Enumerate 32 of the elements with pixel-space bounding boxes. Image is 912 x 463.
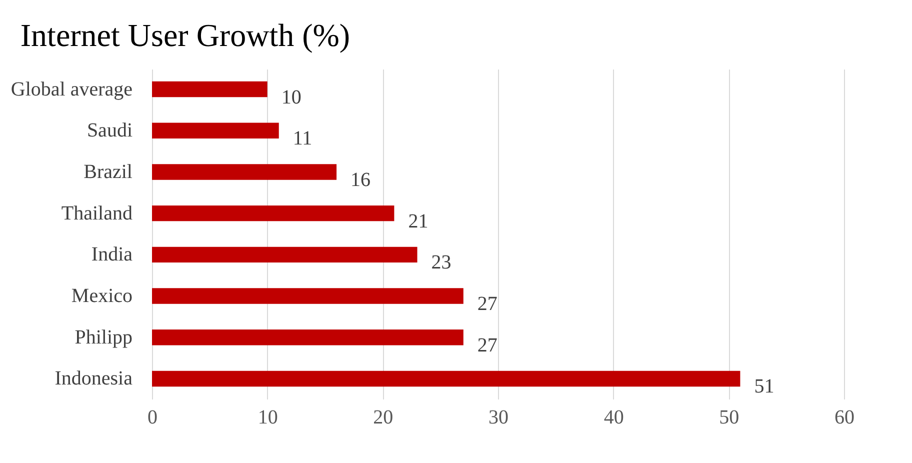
y-tick-label: India: [91, 244, 133, 266]
x-tick-label: 10: [258, 406, 278, 428]
x-tick-label: 60: [834, 406, 854, 428]
data-label: 27: [477, 293, 498, 316]
data-label: 21: [408, 210, 428, 232]
y-tick-label: Philipp: [74, 326, 132, 348]
data-label: 51: [754, 376, 774, 398]
bar: [152, 370, 740, 387]
data-label: 10: [281, 86, 302, 108]
data-label: 23: [431, 252, 452, 274]
bar: [152, 205, 394, 222]
data-label: 27: [477, 334, 498, 356]
x-tick-label: 30: [488, 406, 508, 428]
data-label: 16: [350, 168, 371, 191]
data-label: 11: [292, 128, 312, 150]
x-tick-label: 20: [373, 406, 394, 428]
bar: [152, 246, 418, 263]
y-tick-label: Mexico: [71, 285, 132, 308]
y-tick-label: Thailand: [61, 202, 132, 224]
bar: [152, 81, 268, 98]
y-tick-label: Indonesia: [54, 368, 133, 390]
bar: [152, 330, 464, 346]
y-tick-label: Global average: [10, 78, 133, 100]
x-tick-label: 40: [604, 406, 624, 428]
x-tick-label: 0: [148, 406, 158, 428]
bar: [152, 164, 337, 180]
chart-title: Internet User Growth (%): [20, 17, 350, 53]
y-tick-label: Brazil: [84, 160, 133, 183]
bar: [152, 288, 464, 304]
y-tick-label: Saudi: [86, 120, 133, 142]
bar: [152, 122, 279, 138]
x-tick-label: 50: [719, 406, 740, 428]
